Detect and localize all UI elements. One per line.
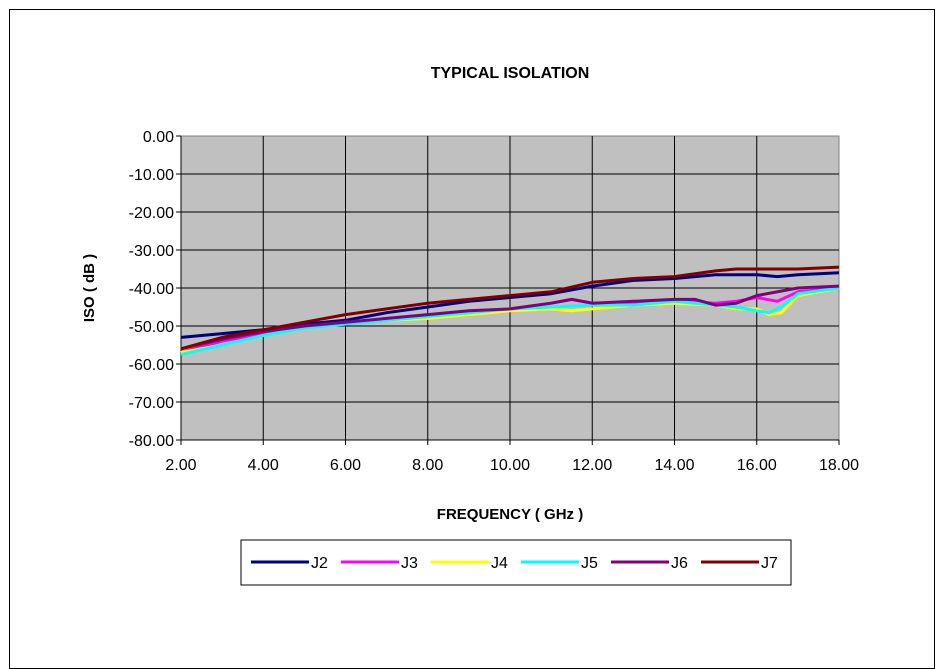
legend-label-j2: J2 — [311, 555, 328, 572]
y-tick-labels: 0.00 -10.00 -20.00 -30.00 -40.00 -50.00 -60.00… — [129, 129, 174, 450]
y-axis-title: ISO ( dB ) — [81, 254, 98, 322]
y-tick-label: -50.00 — [129, 319, 174, 336]
x-tick-labels: 2.00 4.00 6.00 8.00 10.00 12.00 14.00 16.00 18.0… — [165, 457, 859, 474]
y-tick-label: 0.00 — [143, 129, 174, 146]
x-tick-label: 16.00 — [737, 457, 777, 474]
series-lines — [180, 265, 840, 356]
x-tick-label: 6.00 — [330, 457, 361, 474]
x-tick-label: 10.00 — [490, 457, 530, 474]
y-tick-label: -40.00 — [129, 281, 174, 298]
y-tick-label: -30.00 — [129, 243, 174, 260]
x-tick-label: 8.00 — [412, 457, 443, 474]
isolation-chart: TYPICAL ISOLATION 2.00 4.00 6.00 8.00 10.00 1… — [81, 65, 859, 586]
x-tick-label: 2.00 — [165, 457, 196, 474]
series-line-j5 — [180, 286, 840, 356]
y-tick-label: -70.00 — [129, 395, 174, 412]
series-line-j6 — [180, 284, 840, 351]
gridlines — [176, 135, 840, 445]
legend-label-j6: J6 — [671, 555, 688, 572]
x-tick-label: 4.00 — [248, 457, 279, 474]
series-line-j7 — [180, 265, 840, 351]
legend-label-j4: J4 — [491, 555, 508, 572]
y-tick-label: -60.00 — [129, 357, 174, 374]
series-line-j2 — [180, 271, 840, 339]
legend-box — [240, 539, 792, 586]
legend-label-j3: J3 — [401, 555, 418, 572]
legend-label-j7: J7 — [761, 555, 778, 572]
legend-label-j5: J5 — [581, 555, 598, 572]
x-axis-title: FREQUENCY ( GHz ) — [437, 506, 583, 523]
y-tick-label: -10.00 — [129, 167, 174, 184]
x-tick-label: 12.00 — [572, 457, 612, 474]
y-tick-label: -80.00 — [129, 433, 174, 450]
chart-title: TYPICAL ISOLATION — [431, 65, 590, 82]
y-tick-label: -20.00 — [129, 205, 174, 222]
x-tick-label: 18.00 — [819, 457, 859, 474]
legend: J2 J3 J4 J5 J6 J7 — [251, 555, 778, 572]
x-tick-label: 14.00 — [654, 457, 694, 474]
